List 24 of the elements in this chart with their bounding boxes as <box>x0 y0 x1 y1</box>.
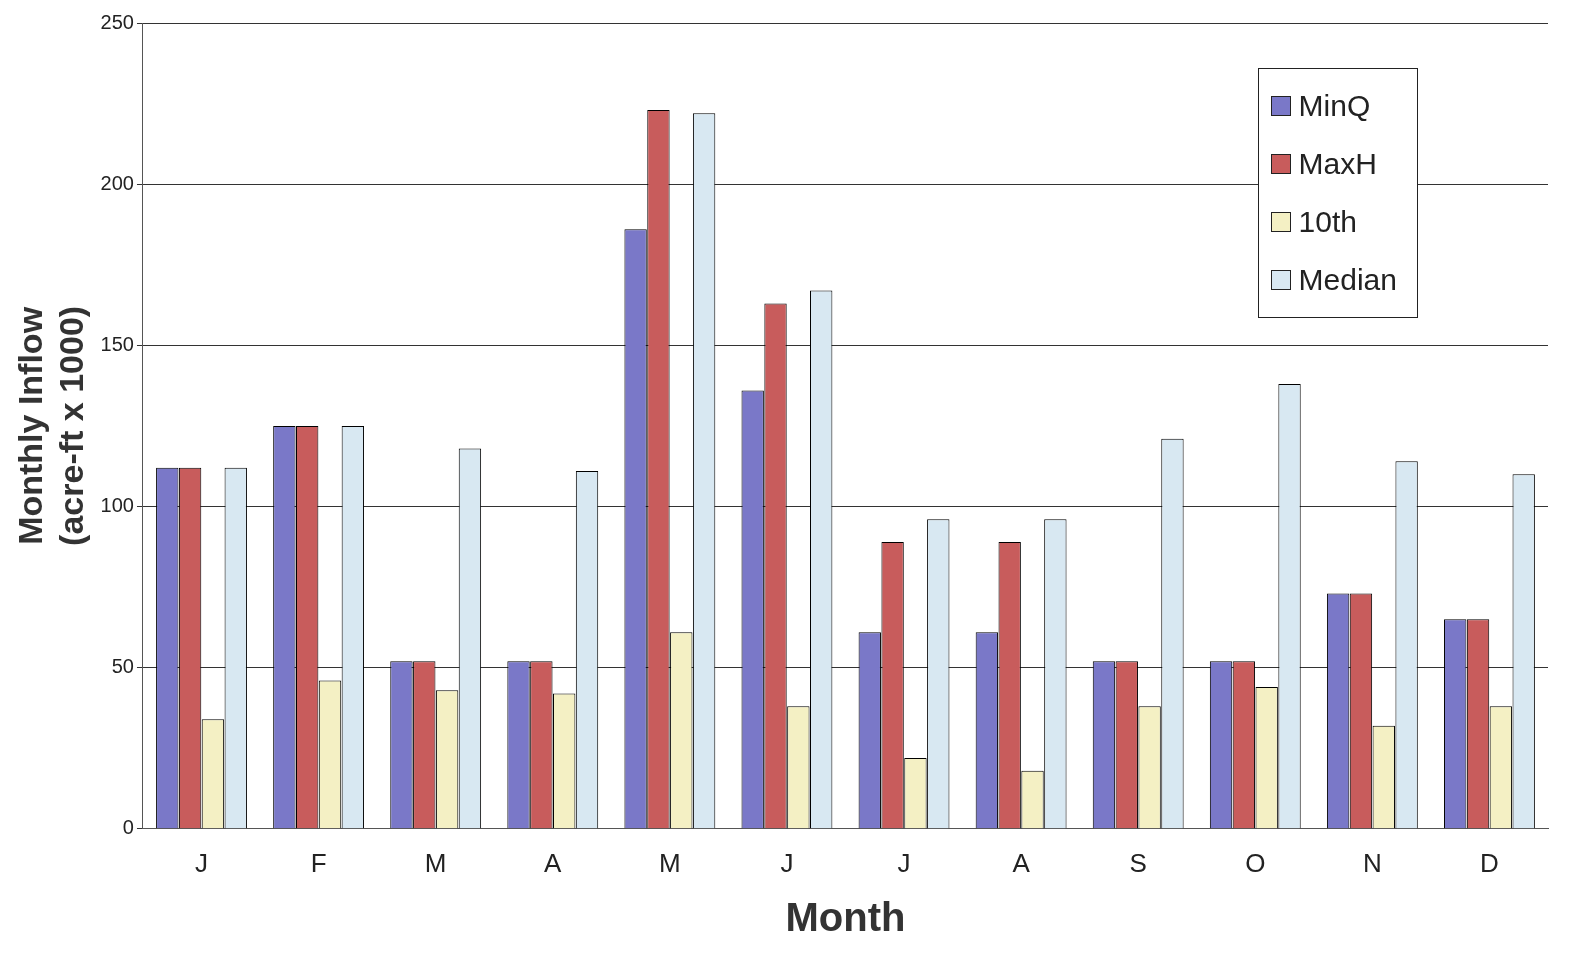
x-tick-label: A <box>1012 847 1031 878</box>
legend-label: MaxH <box>1298 146 1377 182</box>
legend-label: MinQ <box>1298 88 1371 124</box>
y-tick-label: 200 <box>100 171 134 194</box>
y-tick-label: 0 <box>122 816 134 839</box>
x-tick-label: J <box>897 847 911 878</box>
x-tick-label: N <box>1362 847 1382 878</box>
x-tick-label: F <box>310 847 327 878</box>
x-tick-label: S <box>1129 847 1147 878</box>
y-tick-label: 100 <box>100 494 134 516</box>
x-tick-label: J <box>195 847 209 878</box>
y-tick-label: 250 <box>100 10 134 33</box>
y-tick-label: 50 <box>111 655 134 678</box>
x-tick-label: O <box>1245 847 1266 878</box>
x-axis-title: Month <box>785 895 906 940</box>
x-tick-label: M <box>659 847 681 878</box>
legend-label: 10th <box>1298 204 1357 240</box>
y-axis-title: Monthly Inflow (acre-ft x 1000) <box>10 305 90 546</box>
y-tick-label: 150 <box>100 332 134 355</box>
x-tick-label: J <box>780 847 794 878</box>
x-tick-label: A <box>544 847 563 878</box>
x-tick-label: D <box>1480 847 1499 878</box>
x-tick-label: M <box>424 847 447 878</box>
legend-label: Median <box>1298 262 1397 298</box>
